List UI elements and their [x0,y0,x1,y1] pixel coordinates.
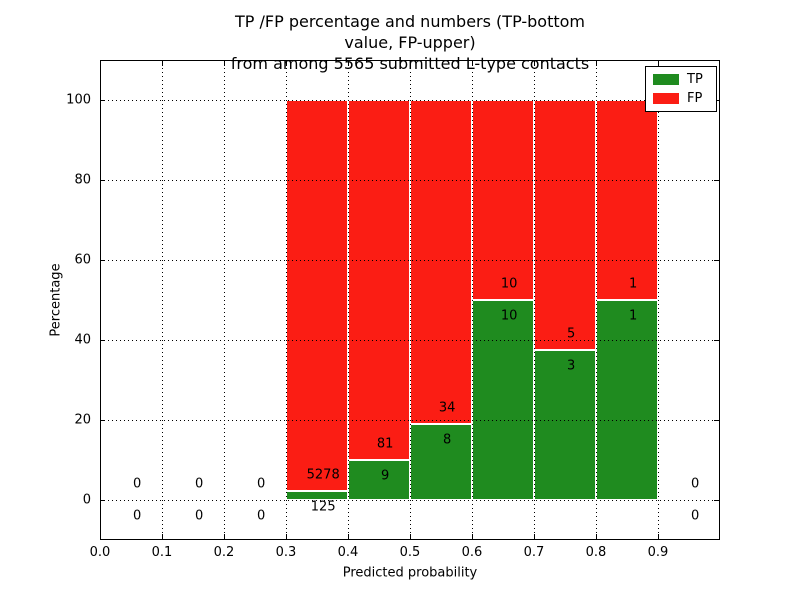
x-tick-mark-bottom [162,534,163,539]
x-tick-label: 0.6 [461,545,483,560]
tp-count-label: 0 [195,508,204,524]
bar-tp-segment [534,350,596,500]
y-tick-label: 60 [74,252,91,268]
bar-fp-segment [286,100,348,491]
gridline-x [534,60,535,540]
x-tick-mark-top [658,61,659,66]
fp-count-label: 5 [567,326,576,342]
gridline-x [658,60,659,540]
bar-tp-segment [472,300,534,500]
gridline-x [224,60,225,540]
x-tick-mark-bottom [472,534,473,539]
y-tick-label: 40 [74,332,91,348]
bar-fp-segment [596,100,658,300]
bar-tp-segment [410,423,472,500]
y-tick-mark-left [100,179,105,181]
legend-label-tp: TP [687,72,703,87]
fp-count-label: 5278 [306,467,340,483]
y-tick-label: 20 [74,412,91,428]
x-axis-label: Predicted probability [342,565,478,581]
x-tick-mark-bottom [410,534,411,539]
legend: TP FP [645,66,717,112]
gridline-x [348,60,349,540]
tp-count-label: 0 [133,508,142,524]
bar-fp-segment [534,100,596,350]
y-tick-label: 0 [82,492,91,508]
tp-count-label: 10 [500,308,518,324]
y-tick-mark-right [714,339,719,341]
x-tick-label: 0.1 [151,545,173,560]
fp-count-label: 10 [500,276,518,292]
y-tick-mark-right [714,419,719,421]
bar-fp-segment [410,100,472,424]
x-tick-mark-top [286,61,287,66]
gridline-x [162,60,163,540]
tp-count-label: 0 [691,508,700,524]
x-tick-mark-top [100,61,101,66]
y-tick-mark-right [714,499,719,501]
x-tick-mark-bottom [658,534,659,539]
x-tick-mark-top [472,61,473,66]
fp-legend-swatch-icon [653,93,679,104]
tp-count-label: 125 [310,499,336,515]
x-tick-mark-top [534,61,535,66]
fp-count-label: 81 [376,436,394,452]
y-tick-mark-right [714,179,719,181]
gridline-x [286,60,287,540]
tp-count-label: 1 [629,308,638,324]
tp-count-label: 3 [567,358,576,374]
y-tick-mark-left [100,99,105,101]
fp-count-label: 34 [438,400,456,416]
y-tick-label: 80 [74,172,91,188]
y-tick-mark-left [100,419,105,421]
x-tick-mark-bottom [224,534,225,539]
x-tick-label: 0.3 [275,545,297,560]
legend-label-fp: FP [687,91,703,106]
x-tick-mark-bottom [534,534,535,539]
x-tick-mark-bottom [596,534,597,539]
fp-count-label: 0 [257,476,266,492]
y-tick-mark-right [714,259,719,261]
legend-item-tp: TP [653,73,709,86]
x-tick-label: 0.0 [89,545,111,560]
y-tick-label: 100 [66,92,91,108]
gridline-x [596,60,597,540]
fp-count-label: 0 [195,476,204,492]
y-axis-label: Percentage [48,263,64,337]
x-tick-mark-top [410,61,411,66]
x-tick-mark-top [162,61,163,66]
x-tick-label: 0.7 [523,545,545,560]
fp-count-label: 0 [691,476,700,492]
y-tick-mark-left [100,339,105,341]
x-tick-label: 0.2 [213,545,235,560]
gridline-x [472,60,473,540]
x-tick-label: 0.8 [585,545,607,560]
tp-count-label: 8 [443,432,452,448]
fp-count-label: 1 [629,276,638,292]
x-tick-label: 0.4 [337,545,359,560]
bar-fp-segment [472,100,534,300]
bar-tp-segment [348,460,410,500]
x-tick-label: 0.5 [399,545,421,560]
x-tick-label: 0.9 [647,545,669,560]
y-tick-mark-left [100,259,105,261]
x-tick-mark-bottom [348,534,349,539]
tp-count-label: 9 [381,468,390,484]
x-tick-mark-bottom [286,534,287,539]
x-tick-mark-bottom [100,534,101,539]
legend-item-fp: FP [653,92,709,105]
tp-legend-swatch-icon [653,74,679,85]
fp-count-label: 0 [133,476,142,492]
x-tick-mark-top [348,61,349,66]
tp-count-label: 0 [257,508,266,524]
gridline-x [410,60,411,540]
chart-title: TP /FP percentage and numbers (TP-bottom… [230,12,590,73]
x-tick-mark-top [596,61,597,66]
y-tick-mark-left [100,499,105,501]
x-tick-mark-top [224,61,225,66]
